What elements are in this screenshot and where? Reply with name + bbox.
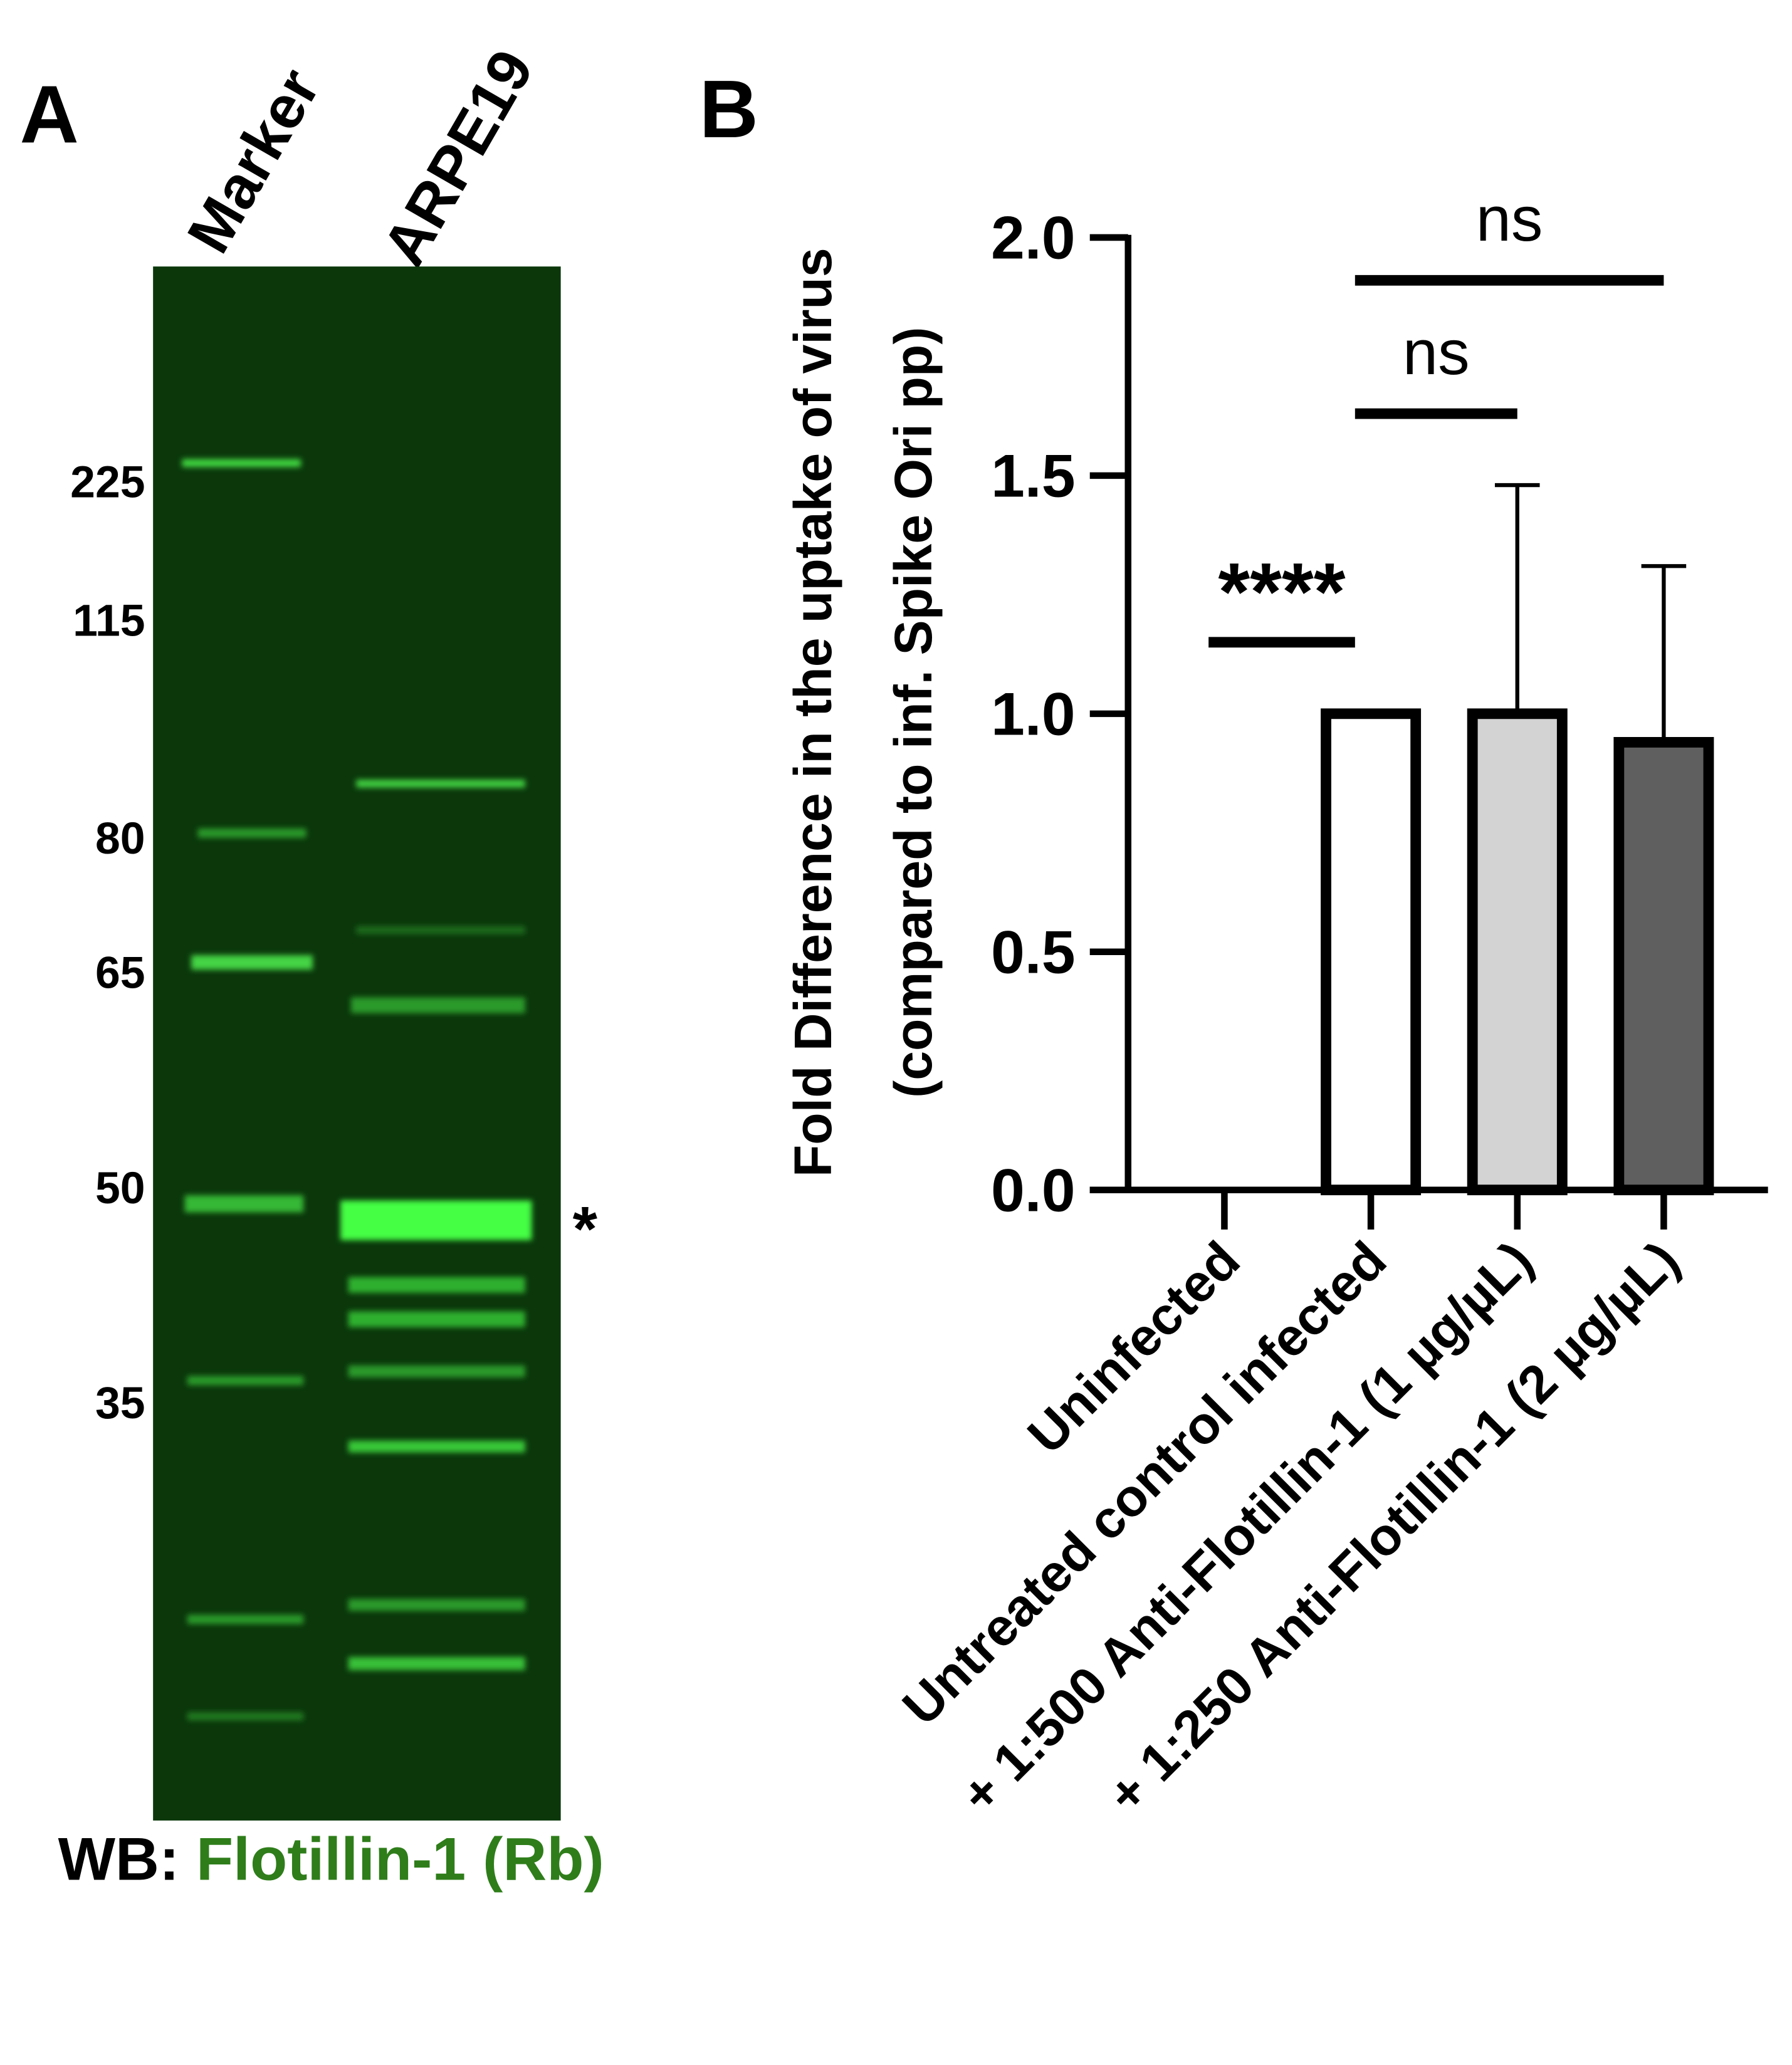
y-tick-label: 2.0 [991,204,1076,272]
y-tick-label: 0.0 [991,1156,1076,1224]
lane-label: ARPE19 [369,38,547,277]
marker-size: 65 [95,948,145,998]
band-marker: * [573,1195,598,1265]
western-blot [153,266,561,1821]
y-axis-title-line: (compared to inf. Spike Ori pp) [884,327,943,1098]
marker-size: 80 [95,813,145,864]
y-tick-label: 1.0 [991,680,1076,748]
marker-size: 115 [73,596,145,646]
caption: WB: Flotillin-1 (Rb) [58,1825,604,1893]
y-tick-label: 0.5 [991,917,1076,986]
y-tick-label: 1.5 [991,442,1076,510]
caption-antibody: Flotillin-1 (Rb) [196,1825,604,1893]
y-axis-title: Fold Difference in the uptake of virus (c… [783,248,943,1177]
y-axis-title-line: Fold Difference in the uptake of virus [783,248,842,1177]
bar [1467,708,1568,1196]
caption-prefix: WB: [58,1825,180,1893]
bar [1613,737,1714,1196]
x-tick-label: + 1:500 Anti-Flotillin-1 (1 µg/µL) [950,1230,1544,1824]
marker-size: 50 [95,1163,145,1213]
lane-label: Marker [174,58,332,264]
panel-label: A [20,68,79,160]
significance-label: ns [1403,318,1470,388]
significance-label: ns [1476,184,1543,254]
marker-size: 225 [70,457,145,508]
significance-label: **** [1218,546,1345,637]
bar-chart: 0.0 0.5 1.0 1.5 2.0 Fold Difference in the up… [783,184,1768,1824]
marker-size: 35 [95,1378,145,1428]
bar [1321,708,1422,1196]
panel-label: B [700,63,758,155]
